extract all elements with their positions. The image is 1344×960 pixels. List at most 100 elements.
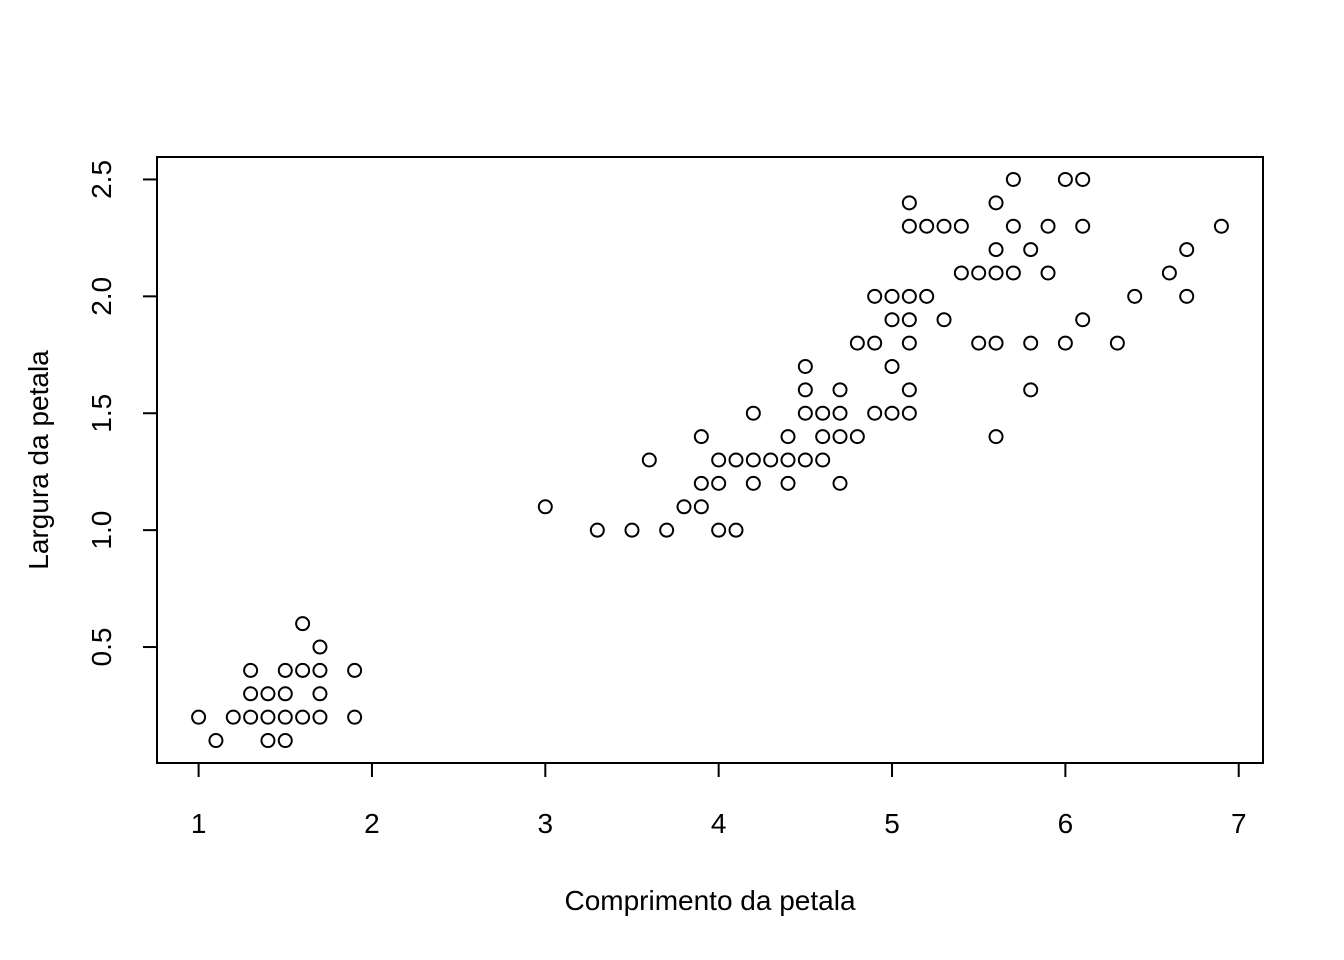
data-point xyxy=(243,662,259,678)
x-axis-title: Comprimento da petala xyxy=(564,885,855,916)
data-point xyxy=(815,429,831,445)
y-tick-label: 0.5 xyxy=(86,628,117,667)
data-point xyxy=(1179,242,1195,258)
data-point xyxy=(849,335,865,351)
data-point xyxy=(711,475,727,491)
data-point xyxy=(1213,218,1229,234)
data-point xyxy=(728,522,744,538)
x-tick-label: 5 xyxy=(884,808,900,839)
data-point xyxy=(1057,171,1073,187)
data-point xyxy=(832,475,848,491)
data-point xyxy=(624,522,640,538)
data-point xyxy=(1161,265,1177,281)
data-point xyxy=(745,452,761,468)
data-point xyxy=(277,709,293,725)
data-point xyxy=(347,662,363,678)
data-point xyxy=(988,335,1004,351)
data-point xyxy=(208,733,224,749)
data-point xyxy=(277,686,293,702)
data-point xyxy=(312,639,328,655)
data-point xyxy=(988,242,1004,258)
data-point xyxy=(676,499,692,515)
data-point xyxy=(745,405,761,421)
y-tick-label: 1.5 xyxy=(86,394,117,433)
data-point xyxy=(953,218,969,234)
data-point xyxy=(225,709,241,725)
data-point xyxy=(988,265,1004,281)
data-point xyxy=(693,429,709,445)
y-axis: 0.5 1.0 1.5 2.0 2.5 xyxy=(86,160,158,667)
data-point xyxy=(901,218,917,234)
data-point xyxy=(191,709,207,725)
data-point xyxy=(815,405,831,421)
data-point xyxy=(832,382,848,398)
data-point xyxy=(1127,288,1143,304)
data-point xyxy=(295,616,311,632)
y-tick-label: 1.0 xyxy=(86,511,117,550)
data-point xyxy=(537,499,553,515)
data-point xyxy=(243,709,259,725)
data-point xyxy=(815,452,831,468)
data-point xyxy=(936,312,952,328)
data-point xyxy=(901,382,917,398)
x-tick-label: 6 xyxy=(1058,808,1074,839)
data-point xyxy=(884,288,900,304)
data-point xyxy=(347,709,363,725)
data-point xyxy=(277,733,293,749)
data-point xyxy=(884,358,900,374)
data-point xyxy=(1023,242,1039,258)
data-point xyxy=(901,405,917,421)
data-point xyxy=(260,686,276,702)
data-point xyxy=(901,288,917,304)
data-point xyxy=(988,195,1004,211)
data-point xyxy=(1005,171,1021,187)
data-point xyxy=(919,218,935,234)
data-point xyxy=(797,405,813,421)
data-point xyxy=(728,452,744,468)
data-point xyxy=(1075,312,1091,328)
data-point xyxy=(780,429,796,445)
data-point xyxy=(884,405,900,421)
data-point xyxy=(763,452,779,468)
data-point xyxy=(832,429,848,445)
data-point xyxy=(1075,171,1091,187)
x-tick-label: 3 xyxy=(538,808,554,839)
data-point xyxy=(243,686,259,702)
x-axis: 1 2 3 4 5 6 7 xyxy=(191,762,1247,839)
data-point xyxy=(295,709,311,725)
x-tick-label: 7 xyxy=(1231,808,1247,839)
data-point xyxy=(832,405,848,421)
data-point xyxy=(1023,382,1039,398)
data-point xyxy=(1005,218,1021,234)
data-point xyxy=(797,382,813,398)
data-point xyxy=(745,475,761,491)
data-point xyxy=(901,312,917,328)
data-point xyxy=(901,335,917,351)
data-point xyxy=(1023,335,1039,351)
x-tick-label: 2 xyxy=(364,808,380,839)
data-point xyxy=(849,429,865,445)
data-points xyxy=(191,171,1229,749)
data-point xyxy=(1040,265,1056,281)
y-tick-label: 2.5 xyxy=(86,160,117,199)
data-point xyxy=(901,195,917,211)
data-point xyxy=(867,335,883,351)
data-point xyxy=(919,288,935,304)
data-point xyxy=(693,475,709,491)
data-point xyxy=(641,452,657,468)
data-point xyxy=(971,265,987,281)
data-point xyxy=(1040,218,1056,234)
data-point xyxy=(1179,288,1195,304)
data-point xyxy=(295,662,311,678)
data-point xyxy=(1075,218,1091,234)
data-point xyxy=(1109,335,1125,351)
y-tick-label: 2.0 xyxy=(86,277,117,316)
data-point xyxy=(797,358,813,374)
data-point xyxy=(867,288,883,304)
data-point xyxy=(936,218,952,234)
data-point xyxy=(884,312,900,328)
data-point xyxy=(780,475,796,491)
data-point xyxy=(797,452,813,468)
y-axis-title: Largura da petala xyxy=(23,350,54,570)
